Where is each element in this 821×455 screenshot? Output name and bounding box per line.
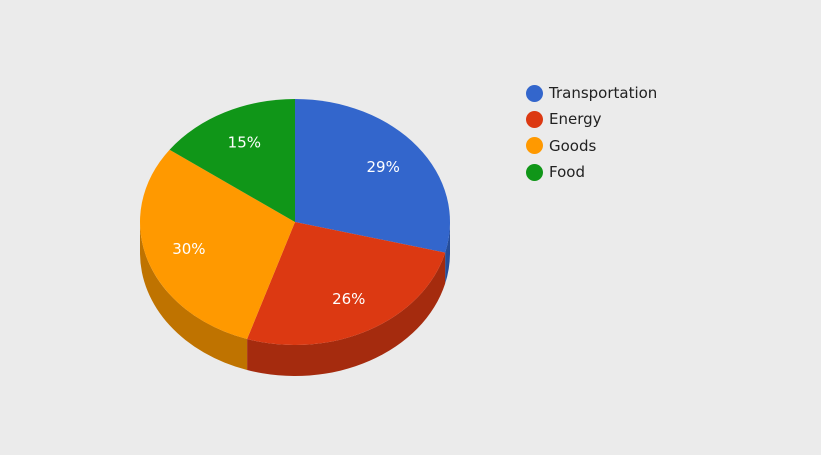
pie-slice-energy[interactable]: [247, 222, 446, 345]
legend-label-energy: Energy: [549, 110, 602, 129]
slice-label-food: 15%: [228, 134, 261, 152]
pie-labels: 29% 26% 30% 15%: [172, 134, 400, 309]
legend-label-food: Food: [549, 163, 585, 182]
legend-swatch-goods: [526, 137, 543, 155]
legend-swatch-transportation: [526, 84, 543, 102]
pie-slice-food[interactable]: [169, 99, 295, 222]
legend-swatch-food: [526, 163, 543, 181]
legend-item-food[interactable]: Food: [526, 159, 657, 185]
pie-top: [139, 99, 450, 345]
slice-label-transportation: 29%: [367, 158, 400, 176]
legend-label-goods: Goods: [549, 136, 597, 155]
pie-side-transportation: [445, 222, 450, 284]
legend-swatch-energy: [526, 110, 543, 128]
legend-label-transportation: Transportation: [549, 84, 658, 103]
legend-item-transportation[interactable]: Transportation: [526, 80, 657, 106]
legend-item-goods[interactable]: Goods: [526, 133, 657, 159]
slice-label-energy: 26%: [332, 290, 365, 308]
pie-slice-goods[interactable]: [139, 149, 295, 339]
pie-side-energy: [247, 252, 446, 376]
legend-item-energy[interactable]: Energy: [526, 106, 657, 132]
pie-sides: [140, 222, 450, 376]
slice-label-goods: 30%: [172, 240, 205, 258]
legend: Transportation Energy Goods Food: [526, 80, 657, 185]
pie-slice-transportation[interactable]: [295, 99, 450, 253]
pie-side-goods: [140, 222, 248, 370]
